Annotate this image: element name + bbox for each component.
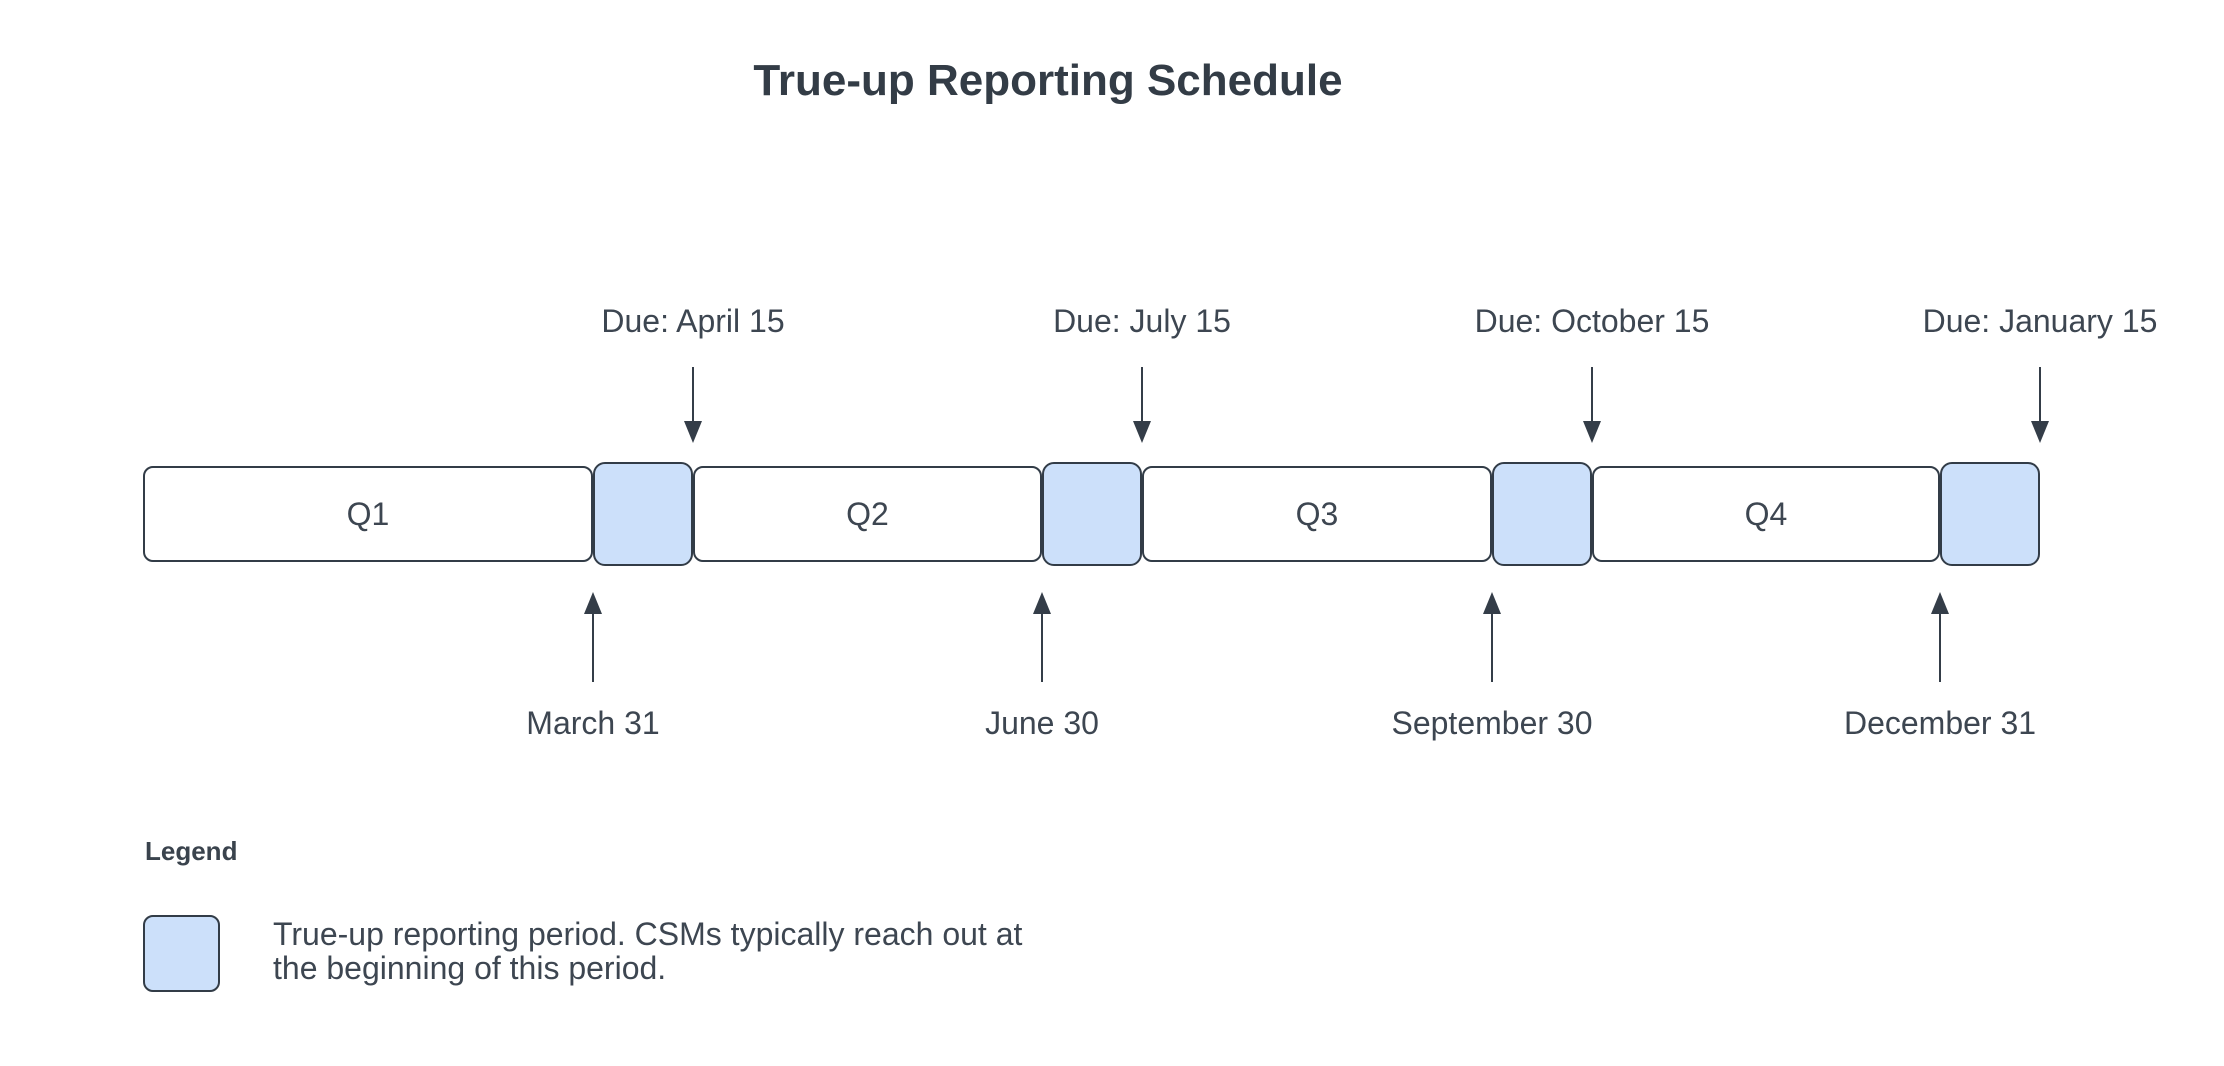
arrow-line <box>692 367 694 423</box>
due-date-label: Due: July 15 <box>1053 303 1231 339</box>
arrow-line <box>1491 612 1493 682</box>
timeline-segment-q1: Q1 <box>143 466 593 562</box>
arrow-head <box>584 592 602 614</box>
timeline-highlight-period <box>1492 462 1592 566</box>
arrow-line <box>2039 367 2041 423</box>
quarter-label: Q2 <box>846 495 889 532</box>
arrow-line <box>1939 612 1941 682</box>
legend-heading: Legend <box>145 836 238 866</box>
due-date-label: Due: January 15 <box>1922 303 2158 339</box>
due-date-label: Due: April 15 <box>601 303 785 339</box>
legend-highlight-swatch <box>143 915 220 992</box>
arrow-head <box>1583 421 1601 443</box>
due-date-label: Due: October 15 <box>1474 303 1710 339</box>
arrow-head <box>1483 592 1501 614</box>
arrow-head <box>1931 592 1949 614</box>
arrow-head <box>684 421 702 443</box>
timeline-highlight-period <box>1940 462 2040 566</box>
legend-description: True-up reporting period. CSMs typically… <box>273 916 1023 986</box>
arrow-line <box>1591 367 1593 423</box>
quarter-label: Q1 <box>346 495 390 532</box>
timeline-highlight-period <box>1042 462 1142 566</box>
quarter-label: Q3 <box>1295 495 1339 532</box>
quarter-end-date-label: December 31 <box>1843 705 2037 741</box>
quarter-end-date-label: March 31 <box>526 705 660 741</box>
quarter-end-date-label: September 30 <box>1391 705 1593 741</box>
arrow-line <box>1041 612 1043 682</box>
timeline-highlight-period <box>593 462 693 566</box>
arrow-head <box>1033 592 1051 614</box>
arrow-line <box>1141 367 1143 423</box>
timeline-segment-q4: Q4 <box>1592 466 1940 562</box>
arrow-head <box>2031 421 2049 443</box>
diagram-title: True-up Reporting Schedule <box>753 56 1343 105</box>
timeline-segment-q3: Q3 <box>1142 466 1492 562</box>
arrow-head <box>1133 421 1151 443</box>
quarter-label: Q4 <box>1744 495 1788 532</box>
timeline-segment-q2: Q2 <box>693 466 1042 562</box>
quarter-end-date-label: June 30 <box>985 705 1099 741</box>
arrow-line <box>592 612 594 682</box>
